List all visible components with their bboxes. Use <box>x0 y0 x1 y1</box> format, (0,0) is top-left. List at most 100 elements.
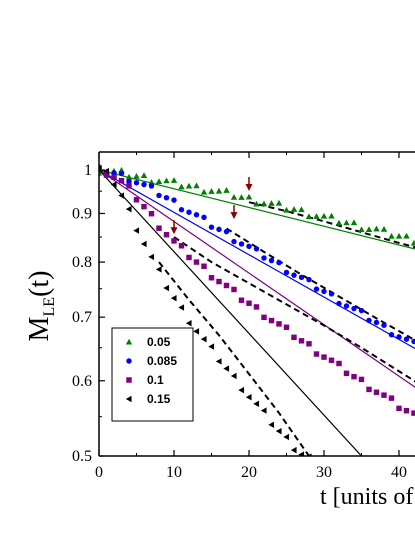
data-point <box>231 238 237 245</box>
data-point <box>410 239 415 246</box>
data-point <box>388 233 395 239</box>
data-point <box>298 274 305 281</box>
data-point <box>268 257 275 264</box>
data-point <box>103 172 110 178</box>
series-fit-line <box>99 169 415 388</box>
data-point <box>268 421 275 428</box>
data-point <box>305 213 313 220</box>
data-point <box>178 183 185 190</box>
data-point <box>111 174 117 180</box>
legend-box <box>111 327 194 422</box>
data-point <box>253 200 260 207</box>
data-point <box>215 187 223 194</box>
data-point <box>231 286 237 293</box>
data-point <box>395 232 403 239</box>
data-point <box>140 240 147 248</box>
data-point <box>200 335 207 343</box>
x-tick-label: 30 <box>316 464 332 481</box>
data-point <box>208 188 215 194</box>
data-point <box>381 322 387 328</box>
legend-item: 0.1 <box>126 373 164 387</box>
data-point <box>186 209 192 215</box>
data-point <box>365 226 373 233</box>
legend-label: 0.1 <box>147 373 164 387</box>
x-tick-label: 40 <box>391 464 407 481</box>
data-point <box>141 181 147 188</box>
data-point <box>238 386 245 394</box>
data-point <box>208 275 215 281</box>
data-point <box>350 219 358 226</box>
data-point <box>126 183 132 189</box>
data-point <box>283 324 290 330</box>
data-point <box>275 199 283 206</box>
data-point <box>178 243 185 249</box>
data-point <box>148 179 155 185</box>
data-point <box>223 365 230 372</box>
data-point <box>290 206 298 212</box>
y-axis-title: MLE(t) <box>24 271 58 342</box>
data-point <box>125 338 133 345</box>
data-point <box>230 372 237 380</box>
data-point <box>336 360 342 367</box>
data-point <box>163 231 170 238</box>
data-point <box>343 219 350 226</box>
legend-label: 0.15 <box>147 392 171 406</box>
data-point <box>291 334 297 341</box>
data-point <box>99 169 103 176</box>
data-point <box>380 225 388 232</box>
data-point <box>373 225 380 232</box>
data-point <box>268 200 275 206</box>
data-point <box>133 180 140 186</box>
y-tick-label: 0.9 <box>72 205 92 222</box>
data-point <box>193 259 200 265</box>
data-point <box>381 392 387 398</box>
data-point <box>321 288 327 295</box>
series-dashed-curve <box>158 261 310 456</box>
data-point <box>201 263 207 269</box>
data-point <box>403 336 410 342</box>
data-point <box>396 334 402 340</box>
data-point <box>276 259 282 266</box>
data-point <box>201 214 207 221</box>
data-point <box>141 203 147 210</box>
y-tick-label: 0.6 <box>72 373 92 390</box>
data-point <box>351 373 357 380</box>
y-tick-label: 1 <box>84 162 92 179</box>
data-point <box>118 177 125 184</box>
x-axis-title: t [units of <box>320 484 413 510</box>
data-point <box>125 173 133 180</box>
data-point <box>170 177 178 183</box>
data-point <box>328 212 335 219</box>
data-point <box>351 305 357 312</box>
data-point <box>178 207 185 213</box>
data-point <box>291 272 297 278</box>
data-point <box>388 331 395 338</box>
dashed-curves <box>158 201 415 456</box>
data-point <box>163 195 170 201</box>
data-point <box>313 213 320 219</box>
data-point <box>283 206 290 213</box>
data-point <box>261 314 267 321</box>
data-point <box>126 377 132 383</box>
data-point <box>148 183 155 189</box>
data-point <box>133 227 140 234</box>
data-point <box>335 219 343 226</box>
data-point <box>298 451 305 456</box>
data-point <box>358 307 365 314</box>
data-point <box>148 253 155 261</box>
data-point <box>170 294 177 302</box>
data-point <box>298 206 305 213</box>
data-point <box>208 343 215 350</box>
data-point <box>396 405 402 412</box>
data-point <box>275 427 282 435</box>
data-point <box>246 300 252 306</box>
series-fit-line <box>99 169 362 456</box>
data-point <box>193 328 200 335</box>
data-point <box>373 319 380 326</box>
data-point <box>328 291 335 297</box>
series-fit-line <box>99 169 415 350</box>
data-point <box>193 212 200 218</box>
fit-lines <box>99 169 415 456</box>
data-point <box>171 197 177 203</box>
